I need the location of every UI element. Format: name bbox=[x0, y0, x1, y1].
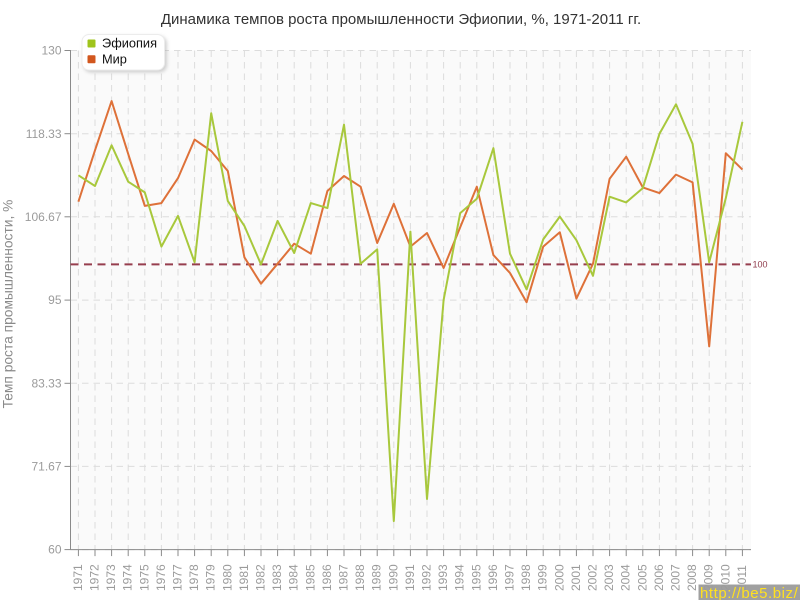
svg-text:Эфиопия: Эфиопия bbox=[102, 35, 157, 50]
svg-text:1999: 1999 bbox=[536, 564, 550, 591]
svg-text:60: 60 bbox=[48, 543, 62, 557]
svg-text:1979: 1979 bbox=[204, 564, 218, 591]
svg-text:1974: 1974 bbox=[121, 564, 135, 591]
svg-text:2008: 2008 bbox=[685, 564, 699, 591]
svg-text:1990: 1990 bbox=[386, 564, 400, 591]
svg-text:1989: 1989 bbox=[370, 564, 384, 591]
svg-text:1983: 1983 bbox=[270, 564, 284, 591]
svg-text:1993: 1993 bbox=[436, 564, 450, 591]
svg-text:1998: 1998 bbox=[519, 564, 533, 591]
svg-text:1982: 1982 bbox=[254, 564, 268, 591]
svg-text:1971: 1971 bbox=[71, 564, 85, 591]
svg-text:1984: 1984 bbox=[287, 564, 301, 591]
svg-text:1992: 1992 bbox=[420, 564, 434, 591]
svg-text:2001: 2001 bbox=[569, 564, 583, 591]
svg-text:1988: 1988 bbox=[353, 564, 367, 591]
svg-text:2007: 2007 bbox=[669, 564, 683, 591]
svg-text:100: 100 bbox=[753, 260, 768, 270]
svg-text:1972: 1972 bbox=[88, 564, 102, 591]
svg-text:1986: 1986 bbox=[320, 564, 334, 591]
svg-text:Мир: Мир bbox=[102, 51, 127, 66]
svg-text:2005: 2005 bbox=[635, 564, 649, 591]
svg-text:2000: 2000 bbox=[552, 564, 566, 591]
svg-text:http://be5.biz/: http://be5.biz/ bbox=[700, 585, 799, 600]
svg-text:130: 130 bbox=[41, 44, 61, 58]
svg-text:83.33: 83.33 bbox=[31, 376, 61, 390]
svg-text:2003: 2003 bbox=[602, 564, 616, 591]
svg-text:95: 95 bbox=[48, 293, 62, 307]
svg-text:1991: 1991 bbox=[403, 564, 417, 591]
svg-text:1976: 1976 bbox=[154, 564, 168, 591]
svg-text:118.33: 118.33 bbox=[26, 127, 62, 141]
svg-text:1973: 1973 bbox=[104, 564, 118, 591]
svg-text:106.67: 106.67 bbox=[25, 210, 62, 224]
svg-text:1981: 1981 bbox=[237, 564, 251, 591]
svg-text:Темп роста промышленности, %: Темп роста промышленности, % bbox=[1, 200, 16, 409]
svg-text:2004: 2004 bbox=[619, 564, 633, 591]
svg-text:71.67: 71.67 bbox=[31, 460, 61, 474]
svg-text:1997: 1997 bbox=[503, 564, 517, 591]
svg-text:Динамика темпов роста промышле: Динамика темпов роста промышленности Эфи… bbox=[161, 11, 641, 28]
svg-text:2006: 2006 bbox=[652, 564, 666, 591]
svg-text:2010: 2010 bbox=[718, 564, 732, 591]
svg-text:2011: 2011 bbox=[735, 565, 749, 591]
svg-text:1975: 1975 bbox=[137, 564, 151, 591]
svg-text:1980: 1980 bbox=[220, 564, 234, 591]
svg-text:1985: 1985 bbox=[303, 564, 317, 591]
svg-text:1996: 1996 bbox=[486, 564, 500, 591]
svg-text:1994: 1994 bbox=[453, 564, 467, 591]
svg-text:1987: 1987 bbox=[337, 564, 351, 591]
svg-text:1978: 1978 bbox=[187, 564, 201, 591]
svg-text:1977: 1977 bbox=[171, 564, 185, 591]
svg-text:2002: 2002 bbox=[586, 564, 600, 591]
svg-text:1995: 1995 bbox=[469, 564, 483, 591]
svg-text:2009: 2009 bbox=[702, 564, 716, 591]
